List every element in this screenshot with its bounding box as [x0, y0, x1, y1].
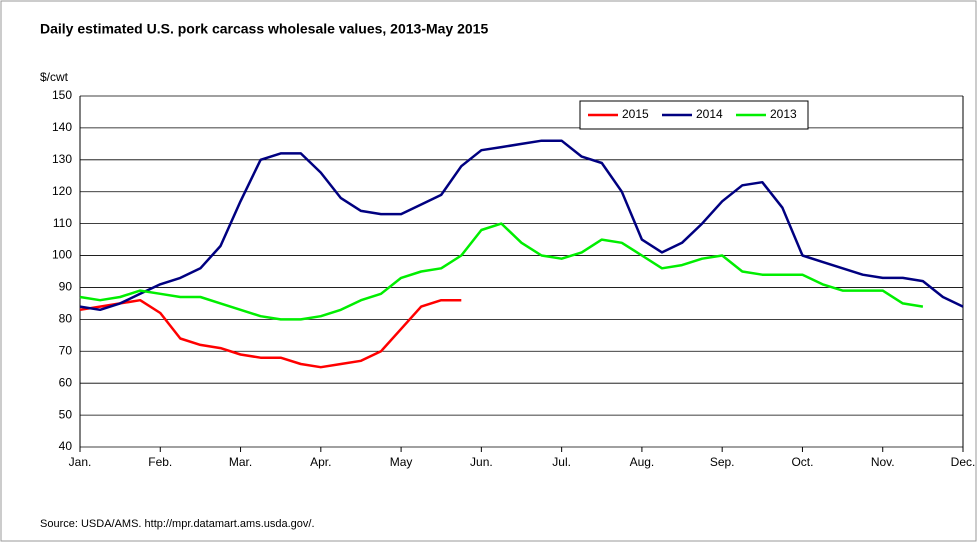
- y-axis-label: $/cwt: [40, 70, 69, 84]
- x-tick-label: May: [390, 455, 413, 469]
- legend-label: 2013: [770, 107, 797, 121]
- x-tick-label: Aug.: [630, 455, 655, 469]
- y-tick-label: 60: [59, 375, 73, 389]
- x-tick-label: Jul.: [552, 455, 571, 469]
- x-tick-label: Mar.: [229, 455, 252, 469]
- x-tick-label: Sep.: [710, 455, 735, 469]
- y-tick-label: 100: [52, 248, 72, 262]
- y-tick-label: 120: [52, 184, 72, 198]
- x-tick-label: Dec.: [951, 455, 976, 469]
- x-tick-label: Feb.: [148, 455, 172, 469]
- x-tick-label: Jan.: [69, 455, 92, 469]
- series-line: [79, 139, 964, 312]
- y-tick-label: 150: [52, 88, 72, 102]
- y-tick-label: 90: [59, 280, 73, 294]
- x-tick-label: Apr.: [310, 455, 331, 469]
- series-line: [79, 222, 924, 321]
- y-tick-label: 70: [59, 343, 73, 357]
- y-tick-label: 50: [59, 407, 73, 421]
- source-note: Source: USDA/AMS. http://mpr.datamart.am…: [40, 518, 315, 530]
- y-tick-label: 140: [52, 120, 72, 134]
- chart-title: Daily estimated U.S. pork carcass wholes…: [40, 21, 488, 37]
- legend-label: 2015: [622, 107, 649, 121]
- x-tick-label: Nov.: [871, 455, 895, 469]
- y-tick-label: 110: [53, 216, 72, 230]
- y-tick-label: 130: [52, 152, 72, 166]
- series-line: [79, 298, 462, 369]
- x-tick-label: Jun.: [470, 455, 493, 469]
- legend-label: 2014: [696, 107, 723, 121]
- y-tick-label: 40: [59, 439, 73, 453]
- x-tick-label: Oct.: [791, 455, 813, 469]
- y-tick-label: 80: [59, 312, 73, 326]
